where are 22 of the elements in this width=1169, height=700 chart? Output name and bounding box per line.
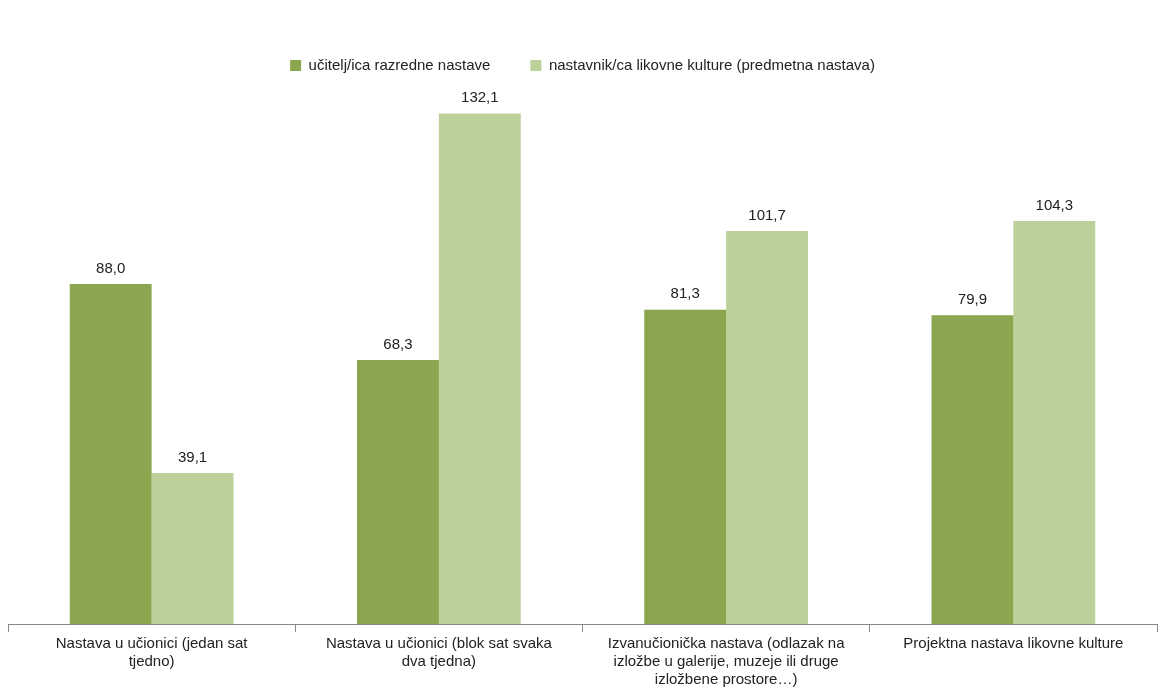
- bar: [151, 472, 234, 624]
- legend-label: nastavnik/ca likovne kulture (predmetna nastava): [548, 55, 875, 73]
- data-label: 68,3: [383, 334, 413, 352]
- data-label: 104,3: [1035, 195, 1074, 213]
- data-label: 88,0: [96, 258, 126, 276]
- x-tick-label: Nastava u učionici (blok sat svaka dva tjedna): [325, 634, 553, 670]
- bar: [1013, 220, 1096, 624]
- bar: [438, 113, 521, 624]
- bar: [931, 315, 1014, 624]
- x-tick-label: Izvanučionička nastava (odlazak na izložbe u galerije, muzeje ili druge izložbene prostore…): [607, 634, 846, 688]
- data-label: 81,3: [670, 284, 700, 302]
- bar: [644, 309, 727, 624]
- bar: [357, 360, 439, 624]
- data-label: 101,7: [748, 205, 786, 223]
- data-label: 132,1: [461, 88, 499, 106]
- x-tick-label: Projektna nastava likovne kulture: [903, 634, 1124, 652]
- legend-label: učitelj/ica razredne nastave: [308, 55, 491, 73]
- data-label: 39,1: [177, 447, 208, 465]
- bar: [69, 283, 152, 624]
- data-label: 79,9: [957, 289, 988, 307]
- bar: [726, 231, 808, 624]
- x-tick-label: Nastava u učionici (jedan sat tjedno): [55, 634, 249, 670]
